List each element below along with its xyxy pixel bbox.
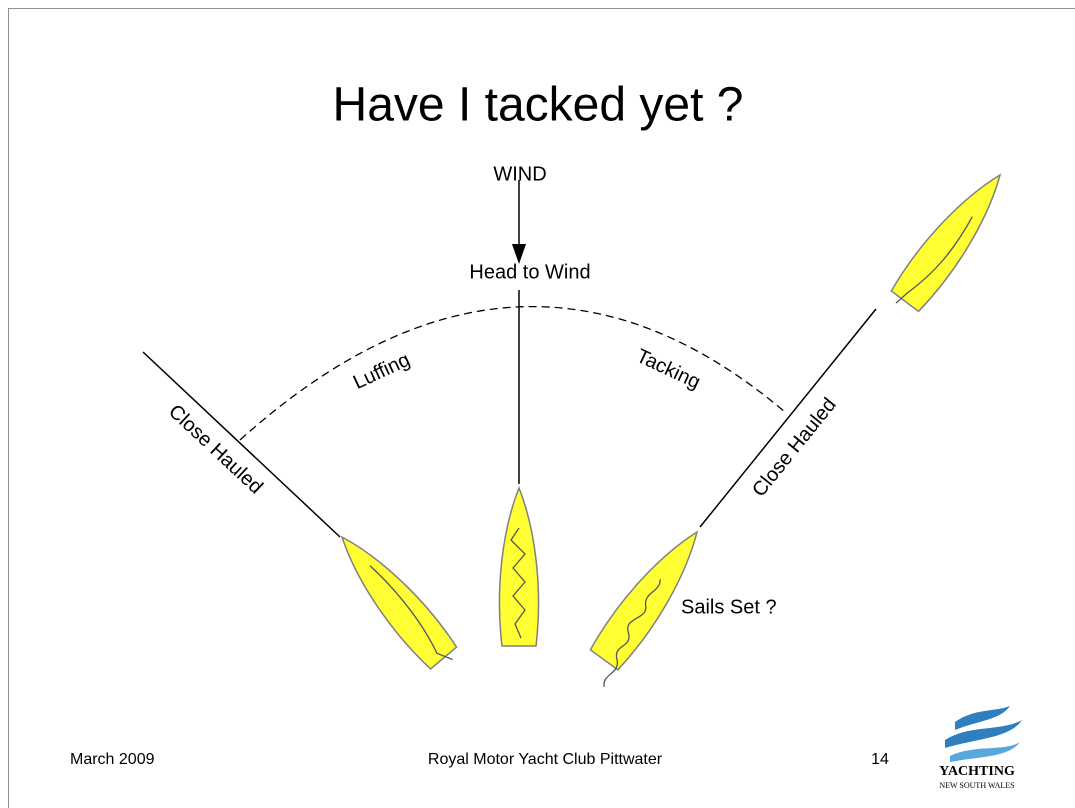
sails-set-label: Sails Set ?: [681, 596, 777, 618]
logo-region: NEW SOUTH WALES: [939, 781, 1014, 790]
boat-right-upper: [885, 163, 1016, 318]
footer-club: Royal Motor Yacht Club Pittwater: [428, 751, 663, 768]
footer-page: 14: [871, 751, 889, 768]
close-hauled-left-label: Close Hauled: [164, 400, 267, 498]
wind-label: WIND: [493, 163, 546, 185]
title: Have I tacked yet ?: [333, 79, 744, 132]
boat-left: [327, 524, 463, 676]
tacking-label: Tacking: [633, 345, 704, 394]
close-hauled-line-left: [143, 352, 340, 537]
luffing-label: Luffing: [350, 349, 413, 394]
logo-name: YACHTING: [939, 764, 1015, 779]
slide: Have I tacked yet ? WIND Head to Wind Cl…: [0, 0, 1075, 808]
footer-date: March 2009: [70, 751, 155, 768]
logo: YACHTING NEW SOUTH WALES: [939, 706, 1022, 790]
close-hauled-line-right: [700, 309, 876, 527]
boat-center: [499, 488, 538, 646]
head-to-wind-label: Head to Wind: [469, 261, 590, 283]
